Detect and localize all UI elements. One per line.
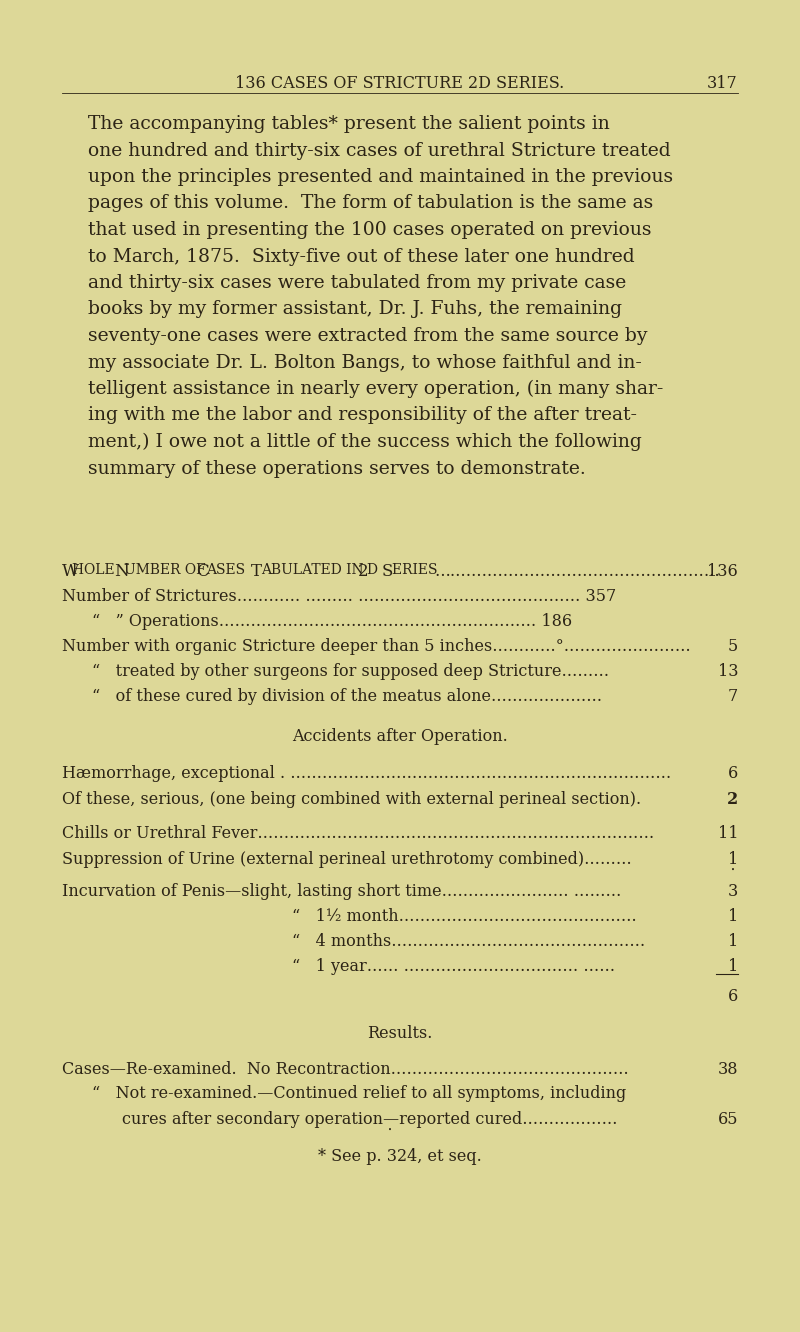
Text: “   1 year…… …………………………… ……: “ 1 year…… …………………………… …… <box>292 958 615 975</box>
Text: 1: 1 <box>728 958 738 975</box>
Text: seventy-one cases were extracted from the same source by: seventy-one cases were extracted from th… <box>88 326 647 345</box>
Text: 317: 317 <box>707 75 738 92</box>
Text: telligent assistance in nearly every operation, (in many shar-: telligent assistance in nearly every ope… <box>88 380 663 398</box>
Text: HOLE: HOLE <box>72 563 119 577</box>
Text: Of these, serious, (one being combined with external perineal section).: Of these, serious, (one being combined w… <box>62 790 641 807</box>
Text: ment,) I owe not a little of the success which the following: ment,) I owe not a little of the success… <box>88 433 642 452</box>
Text: upon the principles presented and maintained in the previous: upon the principles presented and mainta… <box>88 168 673 186</box>
Text: ASES: ASES <box>206 563 250 577</box>
Text: cures after secondary operation—reported cured………………: cures after secondary operation—reported… <box>122 1111 618 1127</box>
Text: 1: 1 <box>728 908 738 924</box>
Text: ing with me the labor and responsibility of the after treat-: ing with me the labor and responsibility… <box>88 406 637 425</box>
Text: and thirty-six cases were tabulated from my private case: and thirty-six cases were tabulated from… <box>88 274 626 292</box>
Text: 5: 5 <box>728 638 738 655</box>
Text: “   of these cured by division of the meatus alone…………………: “ of these cured by division of the meat… <box>92 689 602 705</box>
Text: 13: 13 <box>718 663 738 681</box>
Text: W: W <box>62 563 79 579</box>
Text: S: S <box>382 563 394 579</box>
Text: 136: 136 <box>707 563 738 579</box>
Text: UMBER OF: UMBER OF <box>124 563 210 577</box>
Text: one hundred and thirty-six cases of urethral Stricture treated: one hundred and thirty-six cases of uret… <box>88 141 670 160</box>
Text: 7: 7 <box>728 689 738 705</box>
Text: 6: 6 <box>728 988 738 1006</box>
Text: Number with organic Stricture deeper than 5 inches…………°……………………: Number with organic Stricture deeper tha… <box>62 638 690 655</box>
Text: T: T <box>251 563 262 579</box>
Text: 2: 2 <box>358 563 369 579</box>
Text: •: • <box>731 866 735 874</box>
Text: 1: 1 <box>728 851 738 867</box>
Text: * See p. 324, et seq.: * See p. 324, et seq. <box>318 1148 482 1166</box>
Text: ABULATED IN: ABULATED IN <box>261 563 368 577</box>
Text: Suppression of Urine (external perineal urethrotomy combined)………: Suppression of Urine (external perineal … <box>62 851 632 867</box>
Text: D: D <box>367 563 382 577</box>
Text: 136 CASES OF STRICTURE 2D SERIES.: 136 CASES OF STRICTURE 2D SERIES. <box>235 75 565 92</box>
Text: summary of these operations serves to demonstrate.: summary of these operations serves to de… <box>88 460 586 477</box>
Text: The accompanying tables* present the salient points in: The accompanying tables* present the sal… <box>88 115 610 133</box>
Text: Results.: Results. <box>367 1026 433 1043</box>
Text: N: N <box>114 563 129 579</box>
Text: “   ” Operations…………………………………………………… 186: “ ” Operations…………………………………………………… 186 <box>92 613 572 630</box>
Text: books by my former assistant, Dr. J. Fuhs, the remaining: books by my former assistant, Dr. J. Fuh… <box>88 301 622 318</box>
Text: “   Not re-examined.—Continued relief to all symptoms, including: “ Not re-examined.—Continued relief to a… <box>92 1086 626 1103</box>
Text: “   treated by other surgeons for supposed deep Stricture………: “ treated by other surgeons for supposed… <box>92 663 609 681</box>
Text: 3: 3 <box>728 883 738 900</box>
Text: Accidents after Operation.: Accidents after Operation. <box>292 729 508 745</box>
Text: Cases—Re-examined.  No Recontraction………………………………………: Cases—Re-examined. No Recontraction……………… <box>62 1060 629 1078</box>
Text: ERIES: ERIES <box>392 563 442 577</box>
Text: C: C <box>196 563 209 579</box>
Text: Incurvation of Penis—slight, lasting short time…………………… ………: Incurvation of Penis—slight, lasting sho… <box>62 883 622 900</box>
Text: “   4 months…………………………………………: “ 4 months………………………………………… <box>292 932 646 950</box>
Text: “   1½ month………………………………………: “ 1½ month……………………………………… <box>292 908 637 924</box>
Text: 11: 11 <box>718 826 738 843</box>
Text: that used in presenting the 100 cases operated on previous: that used in presenting the 100 cases op… <box>88 221 651 238</box>
Text: Chills or Urethral Fever…………………………………………………………………: Chills or Urethral Fever…………………………………………… <box>62 826 654 843</box>
Text: 1: 1 <box>728 932 738 950</box>
Text: 6: 6 <box>728 766 738 782</box>
Text: 65: 65 <box>718 1111 738 1127</box>
Text: ………………………………………………: ……………………………………………… <box>434 563 720 579</box>
Text: Number of Strictures………… ……… …………………………………… 357: Number of Strictures………… ……… ……………………………… <box>62 587 616 605</box>
Text: pages of this volume.  The form of tabulation is the same as: pages of this volume. The form of tabula… <box>88 194 654 213</box>
Text: to March, 1875.  Sixty-five out of these later one hundred: to March, 1875. Sixty-five out of these … <box>88 248 634 265</box>
Text: Hæmorrhage, exceptional . ………………………………………………………………: Hæmorrhage, exceptional . ……………………………………… <box>62 766 671 782</box>
Text: 38: 38 <box>718 1060 738 1078</box>
Text: •: • <box>388 1126 392 1134</box>
Text: 2: 2 <box>726 790 738 807</box>
Text: my associate Dr. L. Bolton Bangs, to whose faithful and in-: my associate Dr. L. Bolton Bangs, to who… <box>88 353 642 372</box>
